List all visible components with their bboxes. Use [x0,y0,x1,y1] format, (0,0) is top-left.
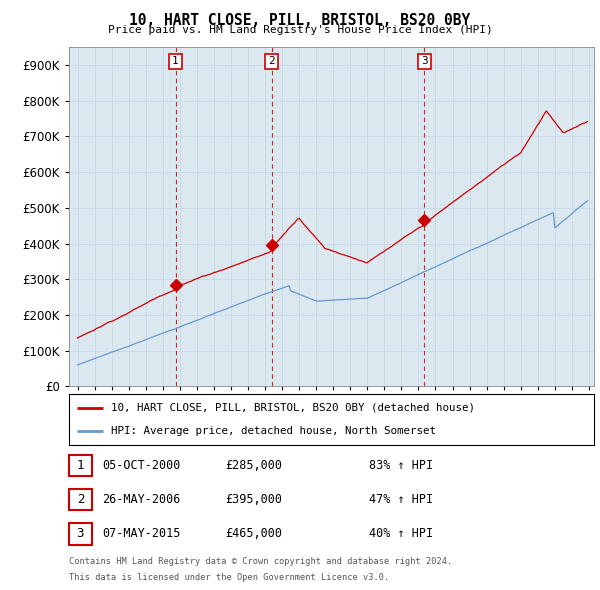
Text: 2: 2 [268,57,275,67]
Text: This data is licensed under the Open Government Licence v3.0.: This data is licensed under the Open Gov… [69,573,389,582]
Text: 10, HART CLOSE, PILL, BRISTOL, BS20 0BY (detached house): 10, HART CLOSE, PILL, BRISTOL, BS20 0BY … [111,402,475,412]
Text: £465,000: £465,000 [225,527,282,540]
Text: Price paid vs. HM Land Registry's House Price Index (HPI): Price paid vs. HM Land Registry's House … [107,25,493,35]
Text: 1: 1 [172,57,179,67]
Text: 26-MAY-2006: 26-MAY-2006 [102,493,181,506]
Text: 07-MAY-2015: 07-MAY-2015 [102,527,181,540]
Text: 3: 3 [421,57,428,67]
Text: 47% ↑ HPI: 47% ↑ HPI [369,493,433,506]
Text: 40% ↑ HPI: 40% ↑ HPI [369,527,433,540]
Text: 83% ↑ HPI: 83% ↑ HPI [369,459,433,472]
Text: £285,000: £285,000 [225,459,282,472]
Text: 2: 2 [77,493,84,506]
Text: Contains HM Land Registry data © Crown copyright and database right 2024.: Contains HM Land Registry data © Crown c… [69,557,452,566]
Text: £395,000: £395,000 [225,493,282,506]
Text: 3: 3 [77,527,84,540]
Text: HPI: Average price, detached house, North Somerset: HPI: Average price, detached house, Nort… [111,427,436,437]
Text: 1: 1 [77,459,84,472]
Text: 05-OCT-2000: 05-OCT-2000 [102,459,181,472]
Text: 10, HART CLOSE, PILL, BRISTOL, BS20 0BY: 10, HART CLOSE, PILL, BRISTOL, BS20 0BY [130,13,470,28]
